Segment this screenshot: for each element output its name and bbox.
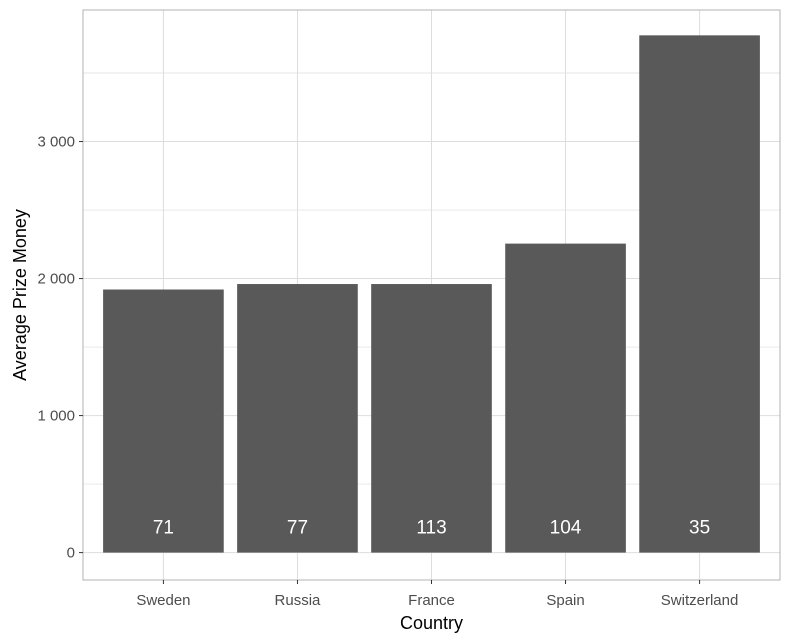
- bar-sweden: [103, 289, 224, 553]
- bar-switzerland: [639, 35, 760, 553]
- x-axis: Sweden Russia France Spain Switzerland: [136, 580, 738, 609]
- x-axis-title: Country: [400, 613, 463, 633]
- x-tick-label: Russia: [275, 592, 322, 609]
- y-axis-title: Average Prize Money: [10, 209, 30, 381]
- bars-group: [103, 35, 760, 553]
- bar-russia: [237, 284, 358, 553]
- y-axis: 0 1 000 2 000 3 000: [37, 134, 83, 562]
- bar-count-label: 77: [287, 518, 308, 539]
- y-tick-label: 3 000: [37, 134, 75, 151]
- x-tick-label: Spain: [546, 592, 584, 609]
- bar-count-label: 71: [153, 518, 174, 539]
- bar-labels-group: 71 77 113 104 35: [153, 518, 710, 539]
- x-tick-label: Sweden: [136, 592, 190, 609]
- y-tick-label: 0: [67, 545, 75, 562]
- bar-count-label: 35: [689, 518, 710, 539]
- x-tick-label: Switzerland: [661, 592, 739, 609]
- bar-count-label: 104: [550, 518, 582, 539]
- y-tick-label: 1 000: [37, 408, 75, 425]
- y-tick-label: 2 000: [37, 271, 75, 288]
- bar-france: [371, 284, 492, 553]
- bar-count-label: 113: [416, 518, 446, 539]
- x-tick-label: France: [408, 592, 455, 609]
- bar-spain: [505, 243, 626, 553]
